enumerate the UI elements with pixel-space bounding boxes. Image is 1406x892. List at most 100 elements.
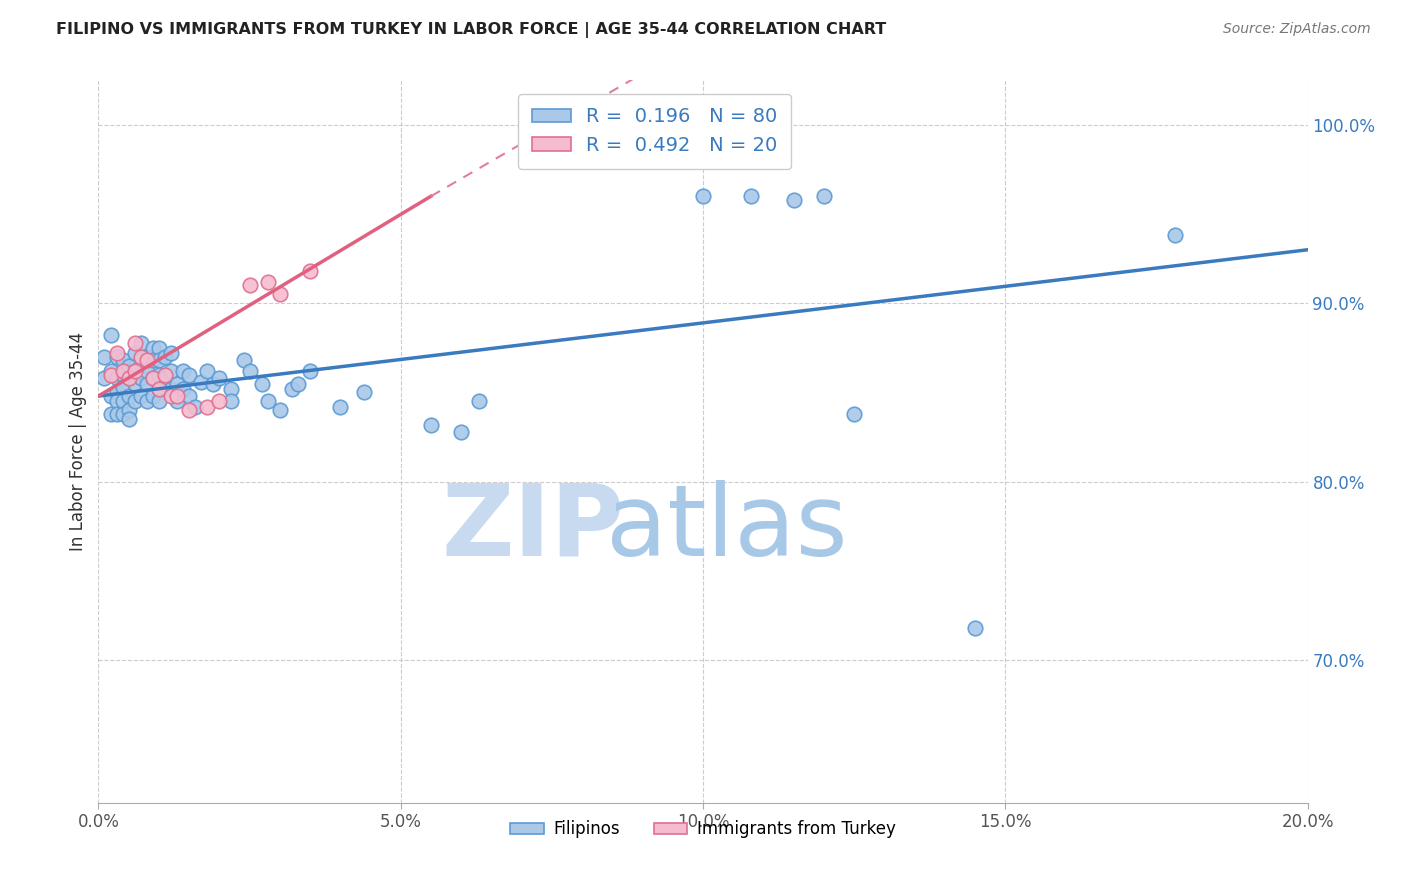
Point <box>195 364 218 378</box>
Point <box>111 353 134 368</box>
Point <box>124 364 146 378</box>
Text: atlas: atlas <box>606 480 848 577</box>
Point <box>783 193 806 207</box>
Point <box>124 394 146 409</box>
Point <box>153 350 176 364</box>
Point <box>100 407 122 421</box>
Point <box>353 385 375 400</box>
Point <box>160 389 183 403</box>
Point <box>135 376 157 391</box>
Point <box>142 371 165 385</box>
Point <box>105 394 128 409</box>
Point <box>221 382 243 396</box>
Point <box>299 264 322 278</box>
Point <box>105 371 128 385</box>
Point <box>93 371 115 385</box>
Point <box>184 400 207 414</box>
Point <box>105 407 128 421</box>
Point <box>232 353 254 368</box>
Point <box>100 328 122 343</box>
Point <box>965 621 987 635</box>
Point <box>256 275 278 289</box>
Point <box>208 394 231 409</box>
Point <box>299 364 322 378</box>
Text: FILIPINO VS IMMIGRANTS FROM TURKEY IN LABOR FORCE | AGE 35-44 CORRELATION CHART: FILIPINO VS IMMIGRANTS FROM TURKEY IN LA… <box>56 22 887 38</box>
Point <box>148 394 170 409</box>
Point <box>148 382 170 396</box>
Point <box>100 364 122 378</box>
Y-axis label: In Labor Force | Age 35-44: In Labor Force | Age 35-44 <box>69 332 87 551</box>
Point <box>129 353 152 368</box>
Point <box>129 350 152 364</box>
Point <box>148 353 170 368</box>
Point <box>135 394 157 409</box>
Point <box>105 385 128 400</box>
Point <box>179 389 201 403</box>
Point <box>208 371 231 385</box>
Point <box>135 364 157 378</box>
Point <box>100 389 122 403</box>
Point <box>153 371 176 385</box>
Point <box>221 394 243 409</box>
Point <box>692 189 714 203</box>
Point <box>329 400 352 414</box>
Text: Source: ZipAtlas.com: Source: ZipAtlas.com <box>1223 22 1371 37</box>
Point <box>813 189 835 203</box>
Point <box>420 417 443 432</box>
Point <box>148 368 170 382</box>
Point <box>124 335 146 350</box>
Point <box>129 389 152 403</box>
Point <box>160 382 183 396</box>
Point <box>135 350 157 364</box>
Point <box>135 353 157 368</box>
Point <box>124 346 146 360</box>
Point <box>179 368 201 382</box>
Point <box>118 389 141 403</box>
Point <box>239 364 262 378</box>
Text: ZIP: ZIP <box>441 480 624 577</box>
Point <box>111 368 134 382</box>
Point <box>148 382 170 396</box>
Point <box>142 371 165 385</box>
Point <box>239 278 262 293</box>
Point <box>142 389 165 403</box>
Point <box>160 364 183 378</box>
Point <box>142 353 165 368</box>
Point <box>160 346 183 360</box>
Point <box>281 382 304 396</box>
Point <box>111 380 134 394</box>
Point <box>118 371 141 385</box>
Point <box>250 376 273 391</box>
Point <box>179 403 201 417</box>
Point <box>118 403 141 417</box>
Point <box>166 394 188 409</box>
Point <box>740 189 762 203</box>
Point <box>111 394 134 409</box>
Point <box>124 364 146 378</box>
Point <box>93 350 115 364</box>
Point <box>844 407 866 421</box>
Point <box>468 394 491 409</box>
Point <box>269 287 291 301</box>
Point <box>172 382 194 396</box>
Point <box>172 364 194 378</box>
Point <box>195 400 218 414</box>
Point <box>153 368 176 382</box>
Point <box>105 350 128 364</box>
Point <box>450 425 472 439</box>
Point <box>118 371 141 385</box>
Point <box>111 407 134 421</box>
Point <box>118 359 141 373</box>
Point <box>190 375 212 389</box>
Point <box>148 341 170 355</box>
Point <box>118 412 141 426</box>
Point <box>166 376 188 391</box>
Point <box>124 376 146 391</box>
Point <box>105 346 128 360</box>
Point <box>256 394 278 409</box>
Point <box>142 341 165 355</box>
Point <box>129 371 152 385</box>
Legend: Filipinos, Immigrants from Turkey: Filipinos, Immigrants from Turkey <box>503 814 903 845</box>
Point <box>269 403 291 417</box>
Point <box>287 376 309 391</box>
